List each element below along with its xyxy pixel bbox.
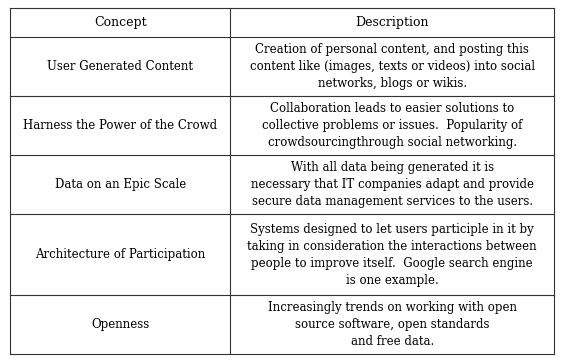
Text: Openness: Openness	[91, 318, 149, 331]
Text: Systems designed to let users participle in it by
taking in consideration the in: Systems designed to let users participle…	[248, 223, 537, 287]
Text: Collaboration leads to easier solutions to
collective problems or issues.  Popul: Collaboration leads to easier solutions …	[262, 102, 522, 149]
Text: Architecture of Participation: Architecture of Participation	[35, 248, 205, 261]
Text: Concept: Concept	[94, 16, 147, 29]
Text: Data on an Epic Scale: Data on an Epic Scale	[55, 178, 186, 191]
Text: Increasingly trends on working with open
source software, open standards
and fre: Increasingly trends on working with open…	[268, 301, 517, 348]
Text: With all data being generated it is
necessary that IT companies adapt and provid: With all data being generated it is nece…	[250, 161, 534, 208]
Text: Harness the Power of the Crowd: Harness the Power of the Crowd	[23, 119, 217, 132]
Text: Creation of personal content, and posting this
content like (images, texts or vi: Creation of personal content, and postin…	[250, 43, 535, 90]
Text: Description: Description	[355, 16, 429, 29]
Text: User Generated Content: User Generated Content	[47, 60, 193, 73]
